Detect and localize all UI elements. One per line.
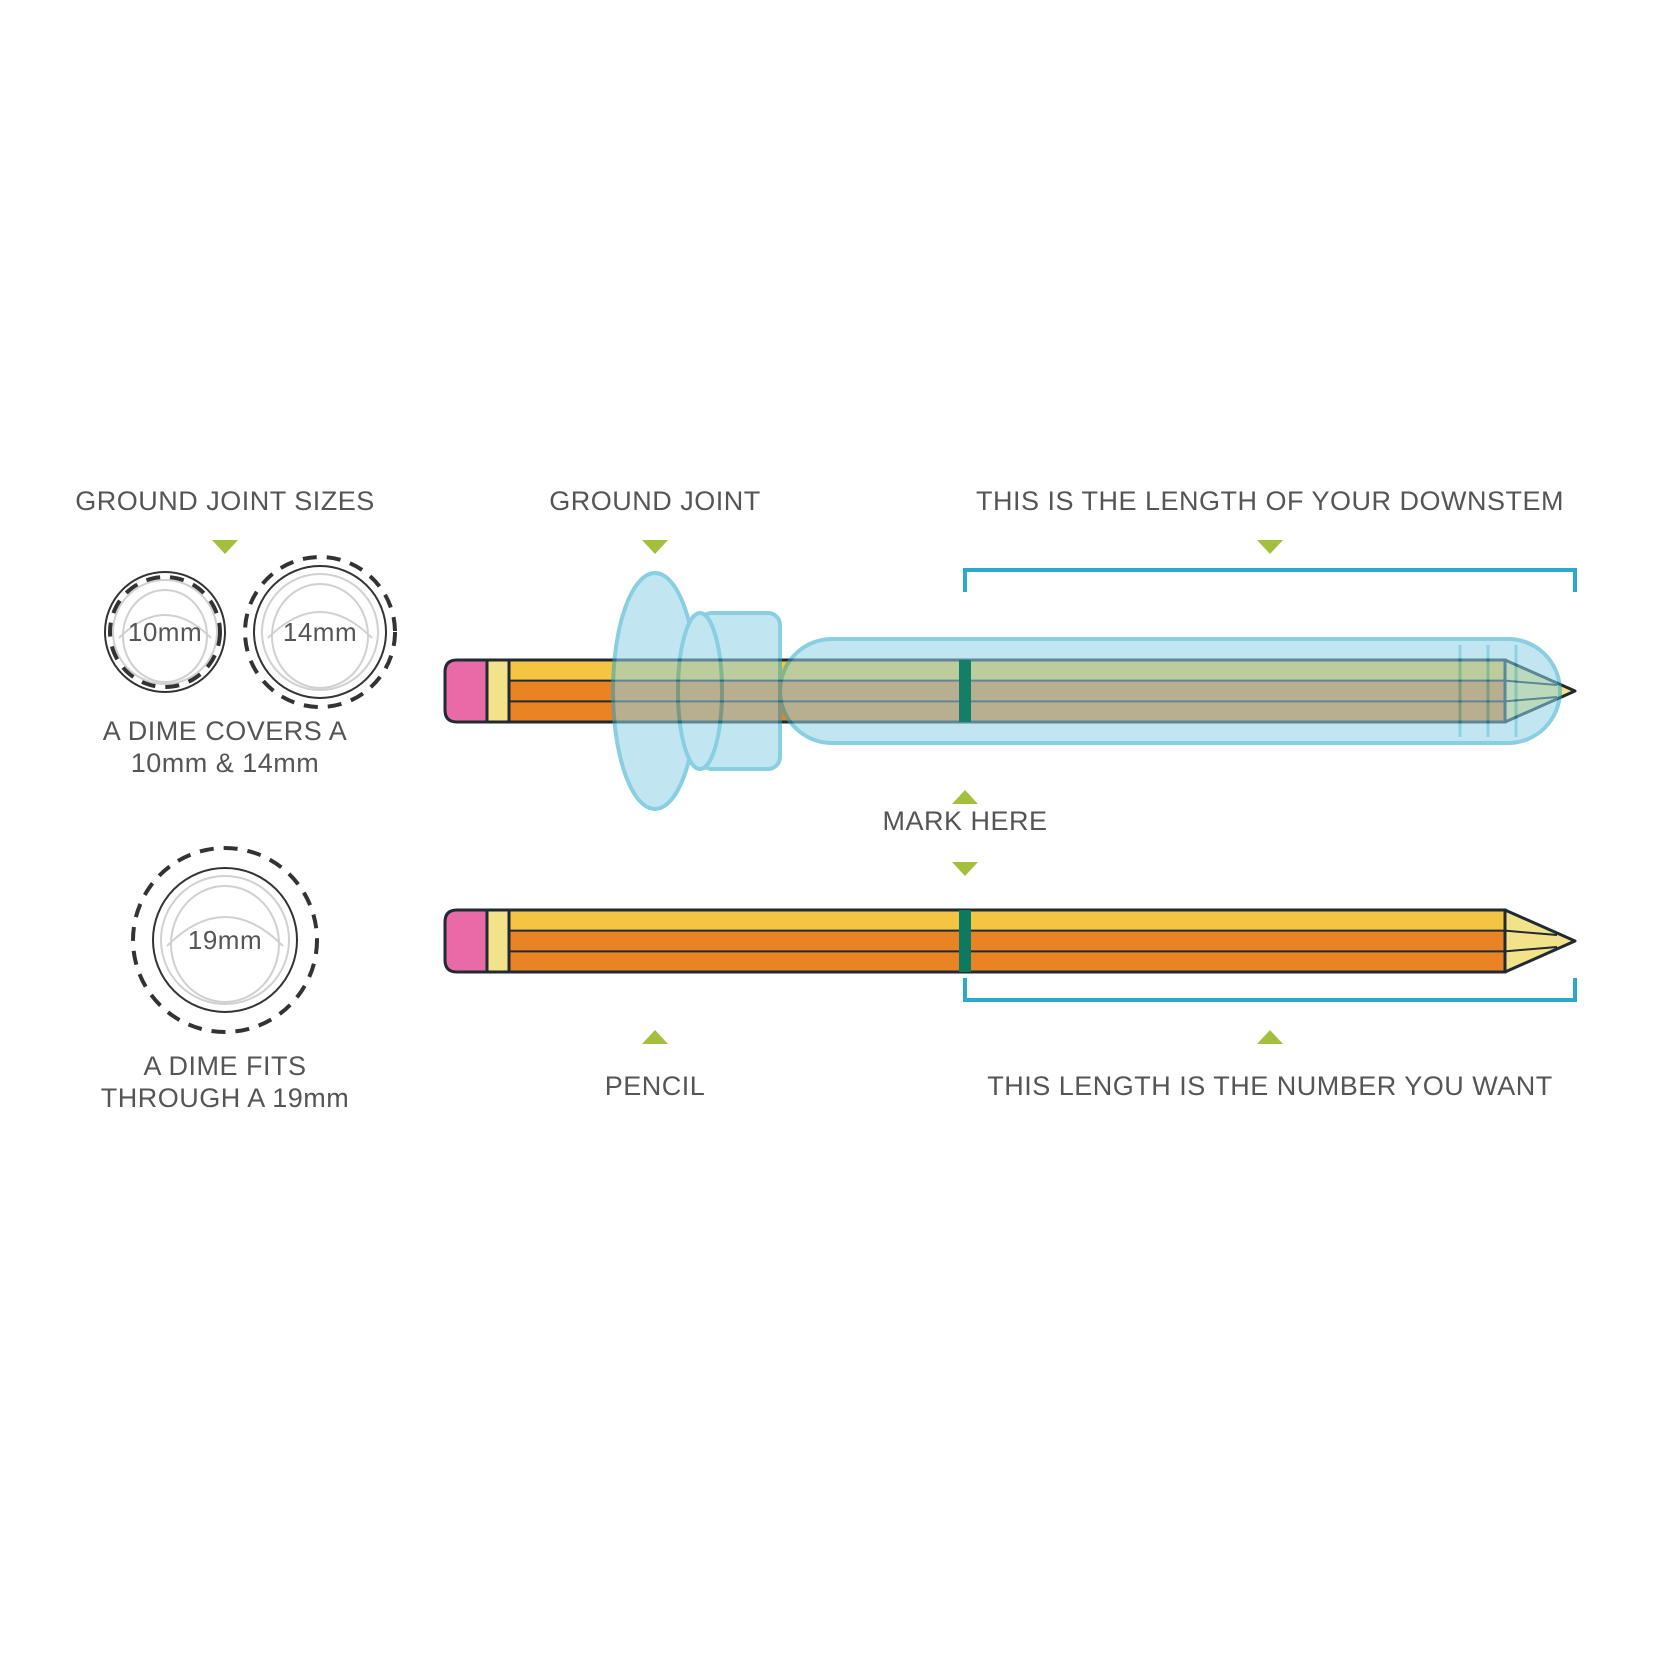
label-mark-here: MARK HERE: [882, 806, 1047, 836]
label-pencil: PENCIL: [605, 1071, 706, 1101]
label-length-number: THIS LENGTH IS THE NUMBER YOU WANT: [987, 1071, 1553, 1101]
mark-line: [959, 910, 971, 972]
infographic: 10mm 14mm 19mm GROUND JOINT SIZES GROUND JOI…: [0, 0, 1668, 1668]
label-ground-joint-sizes: GROUND JOINT SIZES: [75, 486, 375, 516]
label-ground-joint: GROUND JOINT: [549, 486, 761, 516]
pencil: [445, 910, 1575, 972]
coin-14mm-label: 14mm: [283, 617, 357, 647]
coin-10mm-label: 10mm: [128, 617, 202, 647]
label-length-downstem: THIS IS THE LENGTH OF YOUR DOWNSTEM: [976, 486, 1564, 516]
coin-19mm-label: 19mm: [188, 925, 262, 955]
